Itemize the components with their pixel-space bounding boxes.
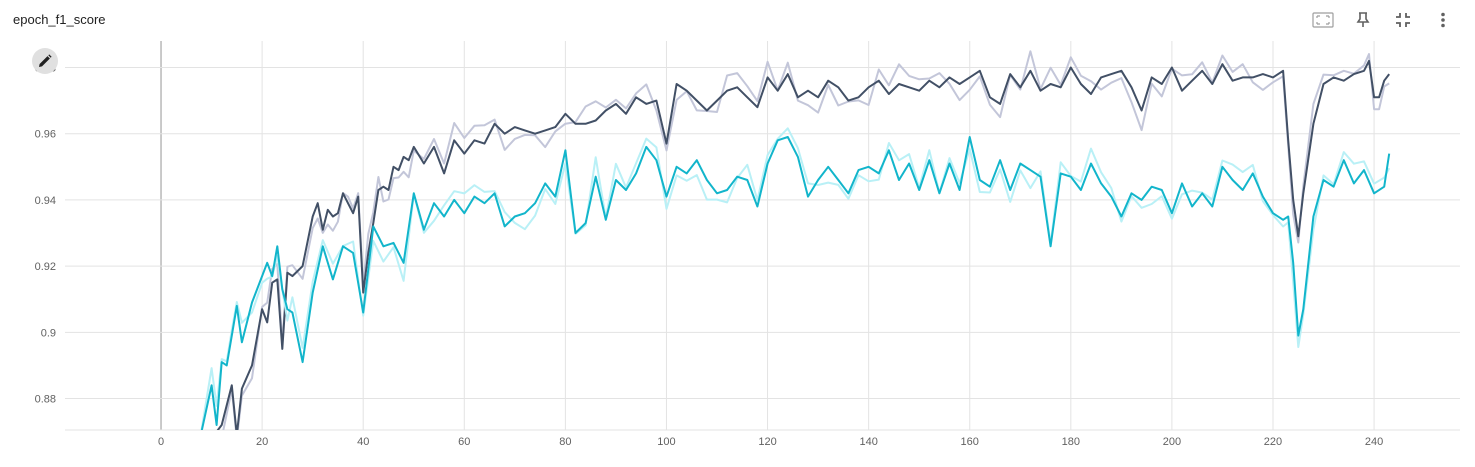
y-tick-label: 0.88 xyxy=(35,394,56,406)
x-tick-label: 60 xyxy=(458,436,470,448)
more-options-button[interactable] xyxy=(1425,8,1461,32)
validation-raw-line xyxy=(200,127,1391,430)
x-tick-label: 140 xyxy=(859,436,877,448)
x-tick-label: 220 xyxy=(1264,436,1282,448)
y-tick-label: 0.92 xyxy=(35,261,56,273)
fullscreen-exit-button[interactable] xyxy=(1385,8,1421,32)
x-tick-label: 120 xyxy=(758,436,776,448)
axis-tick-labels: 0 20 40 60 80 100 120 140 160 180 200 220 240 0.88 0.9… xyxy=(35,62,1384,448)
x-tick-label: 160 xyxy=(961,436,979,448)
x-tick-label: 80 xyxy=(559,436,571,448)
x-tick-label: 100 xyxy=(657,436,675,448)
edit-button[interactable] xyxy=(32,48,58,74)
x-tick-label: 200 xyxy=(1163,436,1181,448)
x-tick-label: 40 xyxy=(357,436,369,448)
pin-icon xyxy=(1356,12,1370,27)
pencil-icon xyxy=(39,54,52,67)
validation-smoothed-line[interactable] xyxy=(200,136,1391,432)
train-raw-line xyxy=(222,50,1390,430)
x-tick-label: 0 xyxy=(158,436,164,448)
y-tick-label: 0.94 xyxy=(35,195,56,207)
x-tick-label: 20 xyxy=(256,436,268,448)
fit-screen-button[interactable] xyxy=(1305,8,1341,32)
chart-title: epoch_f1_score xyxy=(13,12,106,27)
x-tick-label: 180 xyxy=(1062,436,1080,448)
fullscreen-exit-icon xyxy=(1396,13,1410,27)
grid-lines xyxy=(65,41,1460,431)
series-lines xyxy=(200,50,1391,438)
card-toolbar xyxy=(1305,8,1461,32)
x-tick-label: 240 xyxy=(1365,436,1383,448)
y-tick-label: 0.96 xyxy=(35,129,56,141)
line-chart[interactable]: 0 20 40 60 80 100 120 140 160 180 200 220 240 0.88 0.9… xyxy=(0,36,1475,467)
y-tick-label: 0.9 xyxy=(41,327,56,339)
more-vert-icon xyxy=(1441,12,1445,28)
train-smoothed-line[interactable] xyxy=(212,59,1390,438)
fit-screen-icon xyxy=(1312,12,1334,28)
pin-button[interactable] xyxy=(1345,8,1381,32)
